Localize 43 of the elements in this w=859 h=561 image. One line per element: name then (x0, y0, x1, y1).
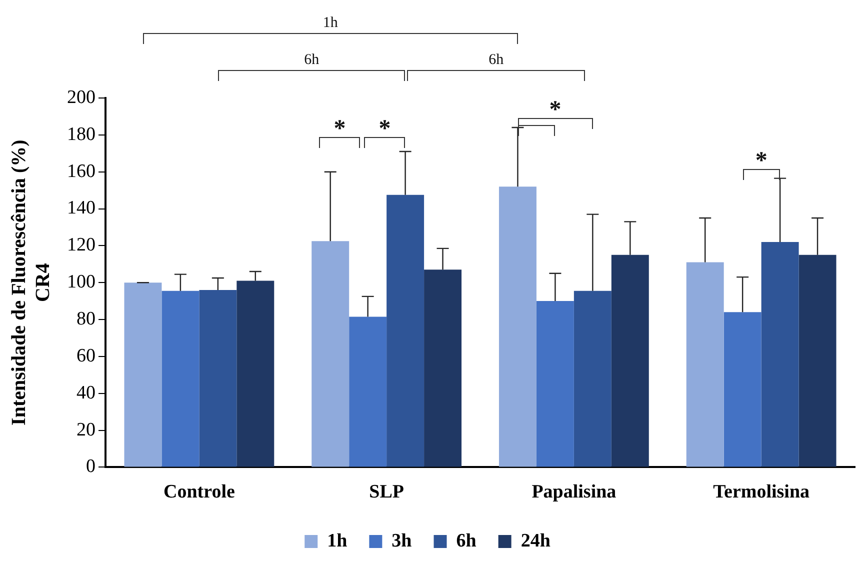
annotation: * (334, 116, 346, 142)
text: 6h (488, 52, 504, 68)
legend-label: 24h (520, 530, 551, 552)
y-tick-label: 180 (67, 124, 96, 145)
bar (574, 290, 612, 467)
bar (536, 301, 574, 467)
y-tick-label: 80 (76, 308, 96, 330)
bar (236, 280, 274, 467)
bar (611, 254, 649, 467)
legend-label: 1h (327, 530, 348, 552)
y-tick-label: 120 (67, 234, 96, 256)
bar (724, 312, 762, 467)
y-tick-label: 200 (67, 86, 96, 108)
x-tick-label: Papalisina (532, 482, 617, 503)
y-tick-label: 100 (67, 272, 96, 293)
y-tick-label: 140 (67, 198, 96, 219)
x-tick-label: SLP (369, 482, 404, 503)
y-axis-title: Intensidade de Fluorescência (%) CR4 (8, 140, 54, 426)
bar (162, 290, 200, 467)
text: 6h (304, 52, 320, 68)
legend-label: 3h (392, 530, 412, 552)
bar (686, 262, 724, 467)
bar (312, 241, 350, 467)
annotation: * (378, 116, 391, 142)
bar (498, 186, 536, 467)
y-tick-label: 60 (76, 345, 96, 366)
y-tick-label: 40 (76, 382, 96, 404)
x-tick-label: Controle (163, 482, 235, 503)
legend-label: 6h (456, 530, 477, 552)
bar (798, 254, 836, 467)
y-tick-label: 160 (67, 160, 96, 182)
y-tick-label: 0 (86, 456, 96, 478)
annotation: * (549, 97, 562, 123)
text: 1h (322, 15, 338, 31)
annotation: * (755, 148, 768, 174)
bar (386, 194, 424, 467)
y-tick-label: 20 (76, 419, 96, 440)
x-tick-label: Termolisina (713, 482, 810, 503)
bar (349, 316, 387, 467)
bar (761, 242, 799, 467)
bar (424, 270, 462, 467)
bar (124, 282, 162, 467)
bar (199, 290, 237, 467)
